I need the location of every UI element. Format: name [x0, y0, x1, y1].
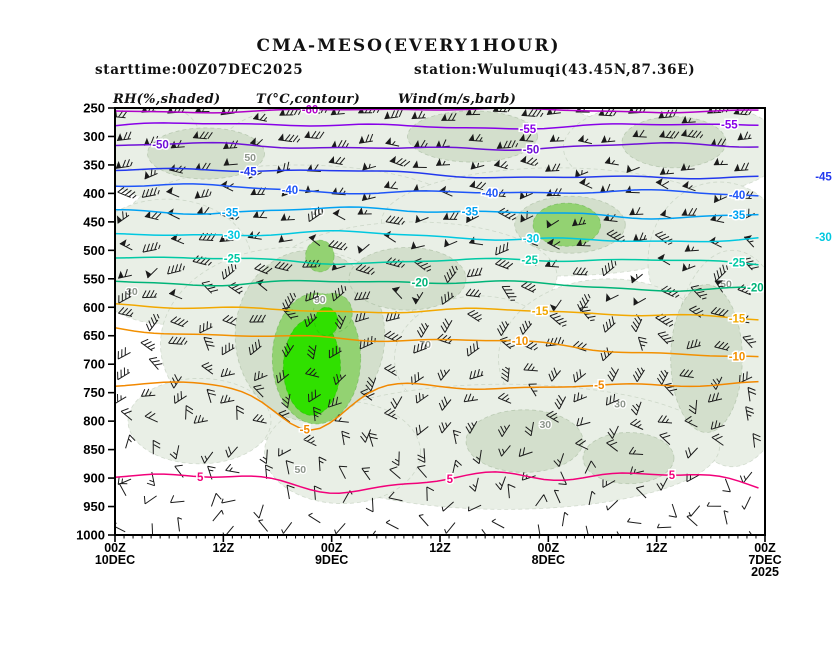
- x-axis-time-label: 00Z: [538, 541, 560, 555]
- temp-contour--15: [115, 303, 759, 321]
- temp-contour--25: [115, 256, 759, 266]
- temp-contour-label: -50: [152, 139, 169, 151]
- temperature-contours-layer: [115, 108, 759, 494]
- temp-contour--45: [115, 167, 759, 180]
- x-axis-year-label: 2025: [751, 565, 779, 579]
- y-axis-label: 850: [83, 442, 105, 457]
- axes-layer: 2503003504004505005506006507007508008509…: [76, 101, 782, 580]
- temp-contour--5: [115, 380, 759, 431]
- temp-contour-label: -45: [815, 171, 832, 183]
- y-axis-label: 750: [83, 385, 105, 400]
- rh-shade-blob: [348, 247, 467, 311]
- temp-contour-label: -45: [240, 166, 257, 178]
- temp-contour-label: -5: [594, 380, 605, 392]
- y-axis-label: 650: [83, 328, 105, 343]
- y-axis-label: 400: [83, 186, 105, 201]
- temp-contour-label: -25: [729, 257, 746, 269]
- y-axis-label: 500: [83, 243, 105, 258]
- rh-shade-blob: [582, 432, 675, 485]
- station-label: station:Wulumuqi(43.45N,87.36E): [414, 62, 696, 78]
- temp-contour-label: 5: [669, 470, 676, 482]
- rh-label: 90: [314, 294, 326, 306]
- x-axis-time-label: 12Z: [429, 541, 451, 555]
- wind-barbs-layer: [115, 108, 762, 535]
- temp-contour-label: -30: [815, 232, 832, 244]
- temp-contour-label: 5: [197, 472, 204, 484]
- temp-contour-label: -30: [224, 230, 241, 242]
- temp-contour-label: -55: [721, 120, 738, 132]
- y-axis-label: 250: [83, 101, 105, 116]
- temp-contour-label: -35: [222, 208, 239, 220]
- x-axis-date-label: 7DEC: [748, 553, 781, 567]
- rh-label: 30: [539, 419, 551, 431]
- x-axis-time-label: 12Z: [213, 541, 235, 555]
- rh-label: 50: [294, 464, 306, 476]
- y-axis-label: 700: [83, 357, 105, 372]
- y-axis-label: 550: [83, 271, 105, 286]
- x-axis-date-label: 10DEC: [95, 553, 135, 567]
- temp-contour-label: -50: [523, 144, 540, 156]
- wind-barb-strokes: [115, 108, 762, 535]
- temp-contour-label: -30: [523, 234, 540, 246]
- y-axis-label: 900: [83, 471, 105, 486]
- temp-contour-label: -15: [532, 306, 549, 318]
- rh-shade-blob: [264, 400, 421, 504]
- temp-contour-label: -35: [462, 206, 479, 218]
- x-axis-time-label: 00Z: [104, 541, 126, 555]
- y-axis-label: 450: [83, 214, 105, 229]
- temp-contour--40: [115, 183, 759, 197]
- x-axis-date-label: 9DEC: [315, 553, 348, 567]
- y-axis-label: 350: [83, 157, 105, 172]
- temp-contour-label: -20: [747, 282, 764, 294]
- rh-label: 30: [614, 399, 626, 411]
- temp-contour-label: -10: [512, 336, 529, 348]
- temp-contour-label: -10: [729, 351, 746, 363]
- rh-shade-blob: [127, 377, 272, 465]
- temp-contour-label: 5: [447, 474, 454, 486]
- temp-contour--10: [115, 327, 759, 358]
- y-axis-label: 300: [83, 129, 105, 144]
- temp-contour--30: [115, 229, 759, 243]
- temp-contour-label: -40: [482, 188, 499, 200]
- rh-label: 30: [126, 286, 138, 298]
- rh-label: 50: [244, 152, 256, 164]
- x-axis-time-label: 12Z: [646, 541, 668, 555]
- legend-temp-label: T(°C,contour): [256, 92, 361, 107]
- rh-shade-blob: [314, 306, 339, 337]
- rh-shade-blob: [147, 127, 265, 180]
- temp-contour-label: -25: [224, 254, 241, 266]
- legend-wind-label: Wind(m/s,barb): [398, 92, 517, 107]
- temp-contour-label: -5: [300, 425, 311, 437]
- y-axis-label: 1000: [76, 528, 105, 543]
- starttime-label: starttime:00Z07DEC2025: [95, 62, 304, 78]
- temp-contour-5: [115, 471, 759, 494]
- y-axis-label: 600: [83, 300, 105, 315]
- rh-shade-blob: [670, 284, 743, 433]
- temp-contour--60: [115, 108, 759, 114]
- rh-shade-blob: [465, 409, 584, 473]
- temp-contour-label: -15: [729, 313, 746, 325]
- contour-labels-layer: -60-55 -55-50 -50-45 -45-40 -40 -40-35 -35 -35-…: [151, 103, 834, 487]
- x-axis-time-label: 00Z: [754, 541, 776, 555]
- legend-rh-label: RH(%,shaded): [113, 92, 221, 107]
- temp-contour-label: -40: [282, 185, 299, 197]
- temp-contour-label: -25: [521, 255, 538, 267]
- page-title: CMA-MESO(EVERY1HOUR): [256, 36, 561, 56]
- temp-contour--55: [115, 122, 759, 130]
- y-axis-label: 950: [83, 499, 105, 514]
- temp-contour-label: -20: [411, 278, 428, 290]
- rh-shading-layer: [115, 108, 765, 510]
- x-axis-date-label: 8DEC: [532, 553, 565, 567]
- y-axis-label: 800: [83, 414, 105, 429]
- temp-contour--35: [115, 206, 759, 220]
- x-axis-time-label: 00Z: [321, 541, 343, 555]
- temp-contour-label: -40: [729, 190, 746, 202]
- temp-contour--20: [115, 279, 759, 292]
- temp-contour-label: -35: [729, 210, 746, 222]
- temp-contour-label: -55: [519, 124, 536, 136]
- temp-contour--50: [115, 141, 759, 151]
